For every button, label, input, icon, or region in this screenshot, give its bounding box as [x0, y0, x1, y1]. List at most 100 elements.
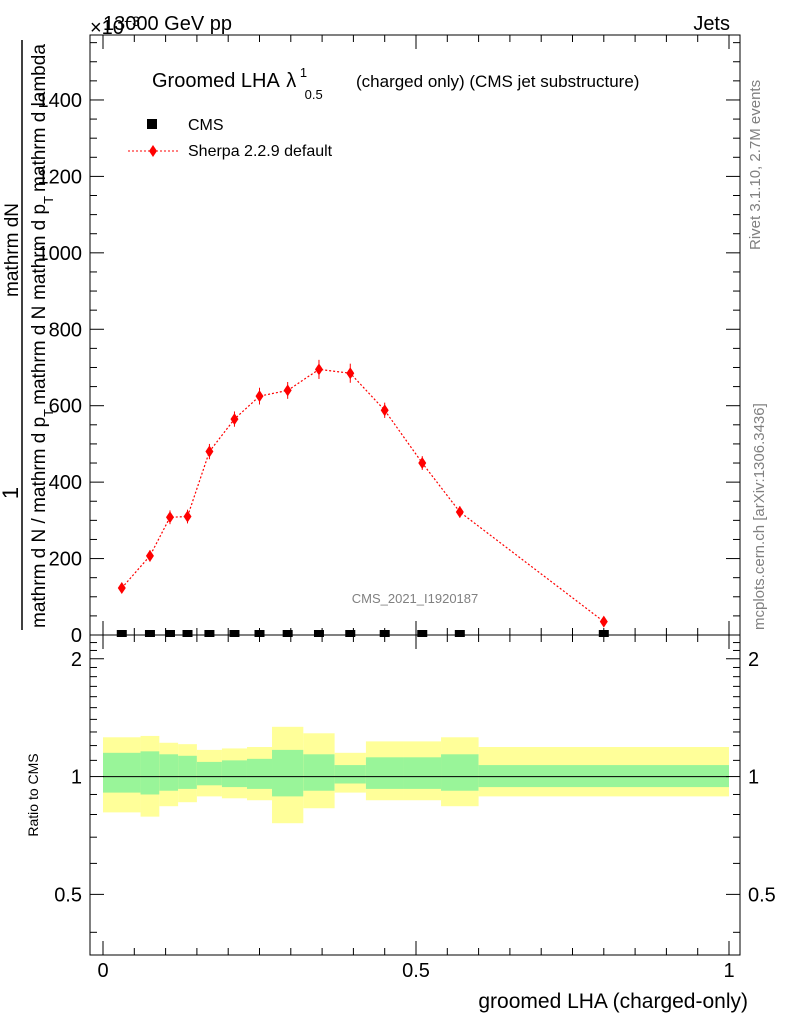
- mc-point: [255, 390, 264, 403]
- mc-point: [455, 505, 464, 518]
- y-tick-label: 1400: [38, 90, 83, 112]
- ylabel-inner-den-b: T: [41, 196, 56, 204]
- mc-point: [380, 404, 389, 417]
- ratio-band-inner: [221, 760, 247, 788]
- mc-point: [205, 445, 214, 458]
- data-series: [116, 630, 609, 637]
- ratio-band-inner: [365, 757, 404, 789]
- x-tick-label: 0: [97, 960, 108, 982]
- cms-point: [182, 630, 193, 637]
- x-axis-label: groomed LHA (charged-only): [478, 990, 748, 1013]
- ratio-y-tick-label-right: 0.5: [748, 884, 776, 906]
- ratio-band-inner: [403, 757, 442, 789]
- ratio-band-inner: [140, 751, 160, 795]
- x-tick-label: 0.5: [402, 960, 430, 982]
- ratio-y-ticks: 0.5 0.5 1 1 2 2: [54, 642, 776, 933]
- cms-point: [204, 630, 215, 637]
- ratio-band-inner: [246, 758, 273, 789]
- ylabel-inner-denominator: mathrm d pTmathrm d lambda: [29, 44, 56, 300]
- mc-point: [283, 384, 292, 397]
- cms-point: [116, 630, 127, 637]
- ratio-panel: 0.5 0.51 12 2 0 0.5 1: [54, 634, 776, 982]
- analysis-watermark: CMS_2021_I1920187: [352, 591, 479, 606]
- ratio-y-axis-label: Ratio to CMS: [25, 753, 41, 836]
- y-tick-label: 800: [49, 319, 82, 341]
- ylabel-denominator: mathrm d N / mathrm d pTmathrm d N: [29, 306, 56, 628]
- y-tick-label: 400: [49, 472, 82, 494]
- title-symbol: λ: [286, 70, 296, 92]
- ratio-y-tick-label-right: 1: [748, 767, 759, 789]
- rivet-info: Rivet 3.1.10, 2.7M events: [747, 80, 764, 250]
- ratio-band-inner: [103, 752, 141, 793]
- mc-point: [145, 549, 154, 562]
- ratio-band-inner: [303, 754, 335, 791]
- mc-point: [346, 367, 355, 380]
- ylabel-inner-den-c: mathrm d lambda: [29, 44, 50, 192]
- cms-point: [229, 630, 240, 637]
- ratio-band-inner: [159, 754, 179, 791]
- mc-series: [117, 359, 608, 628]
- title-sub: 0.5: [305, 87, 323, 102]
- ylabel-den-c: mathrm d N: [29, 306, 50, 405]
- ratio-y-tick-label: 2: [71, 649, 82, 671]
- y-tick-label: 0: [71, 625, 82, 647]
- ratio-band-inner: [334, 765, 366, 784]
- cms-point: [144, 630, 155, 637]
- cms-point: [417, 630, 428, 637]
- ratio-band-inner: [272, 749, 304, 797]
- y-tick-label: 1000: [38, 243, 83, 265]
- legend-mc-marker: [149, 145, 157, 157]
- title-main: Groomed LHA: [152, 70, 280, 92]
- cms-point: [254, 630, 265, 637]
- cms-point: [454, 630, 465, 637]
- x-tick-label: 1: [723, 960, 734, 982]
- ratio-y-tick-label-right: 2: [748, 649, 759, 671]
- energy-label: 13000 GeV pp: [103, 13, 232, 35]
- mc-point: [418, 457, 427, 470]
- cms-point: [313, 630, 324, 637]
- multiplier-exponent: −3: [124, 13, 140, 29]
- y-tick-label: 200: [49, 549, 82, 571]
- mc-point: [165, 511, 174, 524]
- legend-mc-label: Sherpa 2.2.9 default: [188, 143, 333, 160]
- multiplier-label: ×10−3: [90, 13, 140, 39]
- ratio-y-tick-label: 1: [71, 767, 82, 789]
- mc-point: [183, 510, 192, 523]
- main-y-axis-label: 1 mathrm d N / mathrm d pTmathrm d N mat…: [0, 40, 56, 630]
- ylabel-inner-den-a: mathrm d p: [29, 204, 50, 300]
- cms-point: [164, 630, 175, 637]
- cms-point: [598, 630, 609, 637]
- ylabel-inner-numerator: mathrm dN: [2, 203, 23, 297]
- ratio-x-ticks: 0 0.5 1: [97, 635, 735, 982]
- ylabel-den-b: T: [41, 409, 56, 417]
- plot-title: Groomed LHA λ 1 0.5: [152, 60, 323, 102]
- ratio-band-inner: [178, 755, 197, 789]
- ylabel-den-a: mathrm d N / mathrm d p: [29, 417, 50, 628]
- ratio-band-inner: [441, 754, 479, 791]
- mc-point: [117, 581, 126, 594]
- legend-cms-label: CMS: [188, 117, 224, 134]
- legend: CMS Sherpa 2.2.9 default: [128, 117, 333, 160]
- mcplots-info: mcplots.cern.ch [arXiv:1306.3436]: [751, 403, 768, 630]
- mc-line: [121, 368, 605, 623]
- cms-point: [282, 630, 293, 637]
- ratio-frame: [89, 634, 741, 956]
- ratio-bands: [103, 726, 729, 824]
- mc-point: [314, 363, 323, 376]
- y-tick-label: 600: [49, 396, 82, 418]
- main-y-ticks: 0 200 400 600 800 1000 1200 1400: [38, 42, 740, 647]
- cms-point: [379, 630, 390, 637]
- legend-cms-marker: [147, 119, 157, 129]
- title-rest: (charged only) (CMS jet substructure): [356, 72, 639, 91]
- mc-point: [230, 413, 239, 426]
- ylabel-numerator: 1: [0, 487, 23, 499]
- ratio-y-tick-label: 0.5: [54, 884, 82, 906]
- ratio-band-inner: [196, 761, 222, 786]
- mc-point: [599, 615, 608, 628]
- cms-point: [345, 630, 356, 637]
- multiplier-base: ×10: [90, 17, 124, 39]
- process-label: Jets: [693, 13, 730, 35]
- title-sup: 1: [300, 65, 307, 80]
- main-panel: 0 200 400 600 800 1000 1200 1400: [38, 34, 741, 647]
